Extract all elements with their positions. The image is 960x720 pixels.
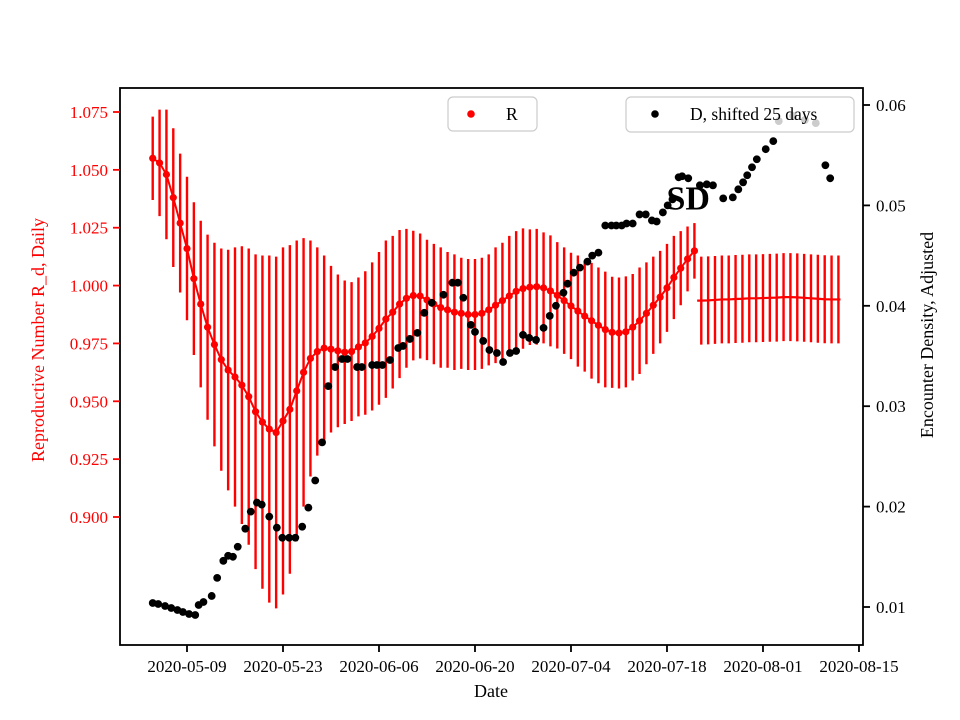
sd-annotation: SD	[667, 180, 710, 217]
legend-r-marker-icon	[467, 110, 475, 118]
right-y-axis-label: Encounter Density, Adjusted	[917, 232, 937, 438]
left-tick-label: 1.075	[70, 103, 108, 122]
legend-r-box	[447, 96, 538, 132]
legend-r: R	[447, 96, 538, 132]
x-tick-label: 2020-05-09	[147, 657, 226, 676]
x-tick-label: 2020-05-23	[243, 657, 322, 676]
left-tick-label: 0.950	[70, 392, 108, 411]
left-tick-label: 0.900	[70, 508, 108, 527]
left-tick-label: 0.925	[70, 450, 108, 469]
x-tick-label: 2020-08-15	[819, 657, 898, 676]
left-tick-label: 1.000	[70, 277, 108, 296]
series-d-scatter	[148, 112, 835, 619]
plot-border	[119, 87, 864, 646]
x-tick-label: 2020-06-20	[435, 657, 514, 676]
left-y-axis-label: Reproductive Number R_d, Daily	[28, 218, 48, 462]
left-tick-label: 1.050	[70, 161, 108, 180]
right-tick-label: 0.05	[876, 196, 906, 215]
legend-d-label: D, shifted 25 days	[690, 104, 818, 124]
right-tick-label: 0.03	[876, 397, 906, 416]
x-tick-label: 2020-08-01	[723, 657, 802, 676]
legend-d-box	[625, 96, 855, 133]
right-tick-label: 0.01	[876, 598, 906, 617]
left-tick-label: 1.025	[70, 219, 108, 238]
x-axis-label: Date	[474, 681, 508, 701]
x-tick-label: 2020-07-04	[531, 657, 611, 676]
right-tick-label: 0.04	[876, 297, 906, 316]
x-tick-label: 2020-06-06	[339, 657, 418, 676]
legend-d: D, shifted 25 days	[625, 96, 855, 133]
series-r-errorbars	[149, 109, 841, 609]
left-tick-label: 0.975	[70, 334, 108, 353]
legend-r-label: R	[506, 104, 518, 124]
right-tick-label: 0.06	[876, 96, 906, 115]
legend-d-marker-icon	[651, 110, 659, 118]
x-tick-label: 2020-07-18	[627, 657, 706, 676]
right-tick-label: 0.02	[876, 498, 906, 517]
axes-ticks-and-labels: 1.075 1.050 1.025 1.000 0.975 0.950 0.925 0.900…	[70, 87, 906, 676]
